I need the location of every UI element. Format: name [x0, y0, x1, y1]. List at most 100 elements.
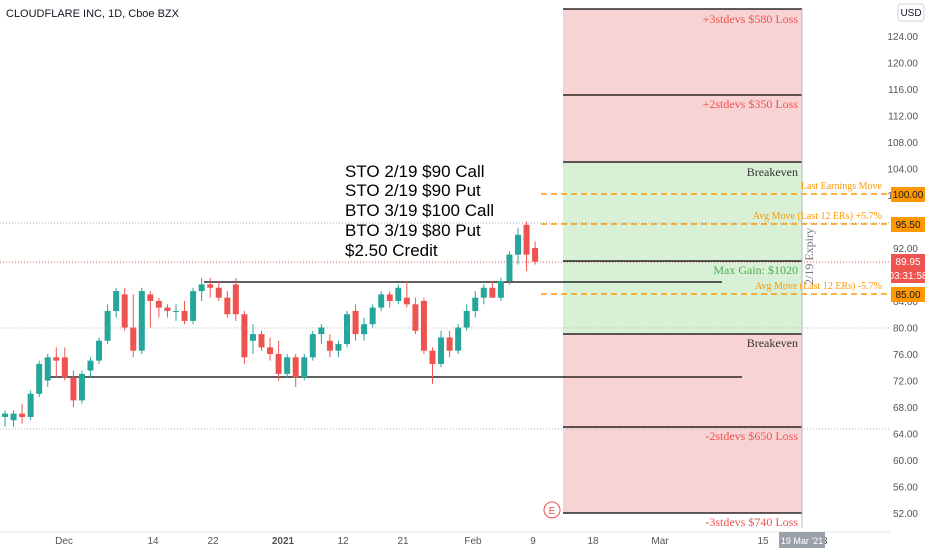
badge-countdown-label: 03:31:58 [889, 271, 928, 282]
candle [70, 370, 77, 407]
candle [241, 310, 248, 364]
candle [78, 370, 85, 404]
candle [87, 357, 94, 378]
expiry-label: 2/19 Expiry [802, 228, 816, 285]
candle-body [258, 334, 265, 348]
candle-body [369, 307, 376, 325]
candle-body [96, 340, 103, 361]
candle-body [497, 281, 504, 298]
candle [309, 330, 316, 361]
candle [292, 354, 299, 388]
candle-body [130, 327, 137, 351]
candle [121, 287, 128, 331]
price-tick-label: 108.00 [887, 138, 918, 149]
candle-body [164, 307, 171, 311]
candle-body [155, 301, 162, 308]
candle [190, 287, 197, 325]
candle-body [104, 310, 111, 341]
candle-body [19, 413, 26, 417]
candle-body [10, 413, 17, 421]
candle [27, 390, 34, 421]
candle-body [463, 310, 470, 328]
trade-annotation: STO 2/19 $90 Call STO 2/19 $90 Put BTO 3… [345, 162, 494, 260]
candle-body [267, 347, 274, 354]
candle [10, 410, 17, 427]
candle [173, 304, 179, 321]
candle-body [70, 377, 77, 401]
earnings-marker-icon[interactable] [543, 501, 561, 519]
candle-body [249, 334, 256, 341]
candle-body [275, 354, 282, 374]
candle [497, 277, 504, 301]
candle-body [181, 310, 188, 321]
candle-body [2, 413, 8, 417]
candle-body [515, 234, 521, 255]
candle [420, 297, 427, 354]
loss-zone-lower [563, 334, 802, 513]
price-tick-label: 112.00 [888, 112, 918, 123]
candle [489, 281, 496, 298]
price-tick-label: 120.00 [887, 59, 918, 70]
max-gain-label: Max Gain: $1020 [713, 263, 798, 277]
candle [429, 347, 436, 384]
candle [36, 360, 43, 398]
candle-body [395, 287, 402, 301]
time-tick-label: 21 [397, 536, 409, 547]
candle-body [78, 373, 85, 401]
candle [113, 287, 120, 318]
candle-body [506, 254, 513, 282]
candle [130, 294, 137, 358]
candle-body [429, 350, 436, 364]
candle-body [318, 327, 325, 335]
candle [523, 221, 530, 272]
candle [232, 277, 239, 321]
price-tick-label: 76.00 [893, 350, 918, 361]
price-tick-label: 92.00 [893, 244, 918, 255]
symbol-title[interactable]: CLOUDFLARE INC, 1D, Cboe BZX [6, 8, 180, 20]
candle [267, 337, 274, 361]
time-tick-label: Dec [55, 536, 73, 547]
candle-body [198, 284, 205, 292]
badge-last [891, 254, 925, 268]
candle [352, 304, 359, 341]
candle [446, 330, 453, 358]
candle [515, 228, 521, 265]
candle-body [215, 287, 222, 298]
badge-100 [891, 187, 925, 202]
candle [301, 354, 308, 381]
earnings-marker-label: E [549, 506, 556, 517]
minus3-label: -3stdevs $740 Loss [705, 515, 798, 529]
time-tick-label: 14 [147, 536, 159, 547]
last-earnings-label: Last Earnings Move [801, 181, 883, 192]
candle [181, 301, 188, 325]
time-tick-label: 12 [337, 536, 349, 547]
breakeven-lower-label: Breakeven [747, 336, 798, 350]
candle [395, 284, 402, 305]
time-axis[interactable] [0, 532, 890, 550]
candle [155, 297, 162, 318]
candle-body [523, 224, 530, 255]
candle [480, 284, 487, 305]
candle [249, 324, 256, 354]
minus2-label: -2stdevs $650 Loss [705, 429, 798, 443]
candle [147, 291, 154, 328]
avg-move-up-label: Avg Move (Last 12 ERs) +5.7% [753, 211, 882, 222]
candle [506, 251, 513, 285]
trade-line-5: $2.50 Credit [345, 241, 438, 260]
candle [275, 340, 282, 381]
candle-body [532, 248, 539, 262]
time-tick-label: 2021 [272, 536, 295, 547]
badge-100-label: 100.00 [893, 190, 924, 201]
candle [361, 317, 368, 341]
candle-body [344, 314, 350, 345]
trade-line-3: BTO 3/19 $100 Call [345, 201, 494, 220]
price-tick-label: 64.00 [893, 430, 918, 441]
candle-body [121, 294, 128, 328]
price-tick-label: 72.00 [893, 377, 918, 388]
currency-button-label: USD [900, 8, 921, 19]
currency-button[interactable] [897, 3, 925, 22]
badge-85 [891, 287, 925, 302]
candle [164, 304, 171, 318]
candle [455, 324, 462, 354]
